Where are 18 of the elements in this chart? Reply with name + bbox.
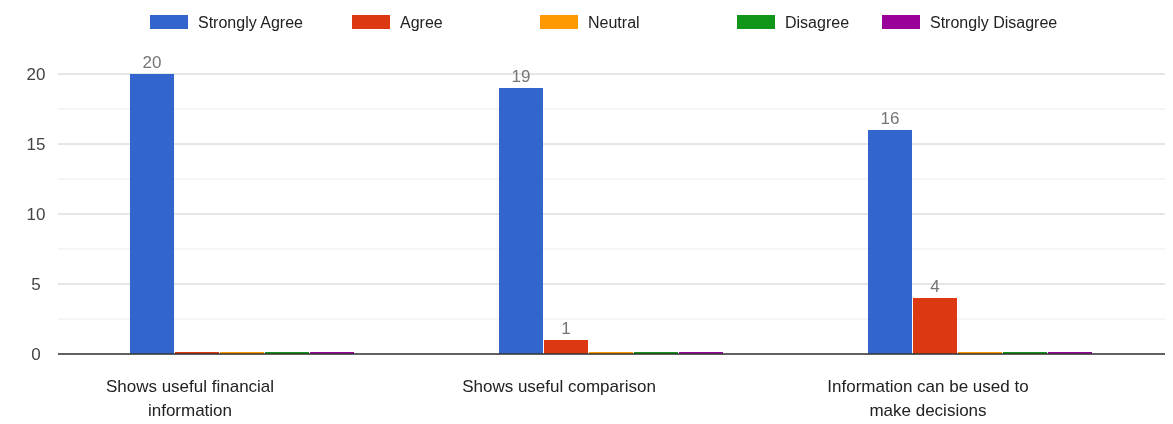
y-tick-label: 0 bbox=[31, 344, 41, 364]
data-label: 1 bbox=[561, 319, 571, 338]
data-label: 20 bbox=[142, 53, 162, 72]
y-tick-label: 15 bbox=[26, 134, 46, 154]
legend-label: Strongly Disagree bbox=[930, 13, 1058, 31]
data-label: 19 bbox=[511, 67, 531, 86]
y-tick-label: 5 bbox=[31, 274, 41, 294]
legend-label: Disagree bbox=[785, 13, 850, 31]
data-label: 4 bbox=[930, 277, 940, 296]
x-tick-label: Shows useful comparison bbox=[462, 377, 656, 396]
x-tick-label: Shows useful financial information bbox=[105, 377, 275, 420]
data-label: 16 bbox=[880, 109, 900, 128]
x-tick-label: Information can be used to make decisions bbox=[827, 377, 1029, 420]
y-tick-label: 20 bbox=[26, 64, 46, 84]
y-tick-label: 10 bbox=[26, 204, 46, 224]
legend-label: Strongly Agree bbox=[198, 13, 304, 31]
legend-label: Agree bbox=[400, 13, 443, 31]
legend-label: Neutral bbox=[588, 13, 640, 31]
